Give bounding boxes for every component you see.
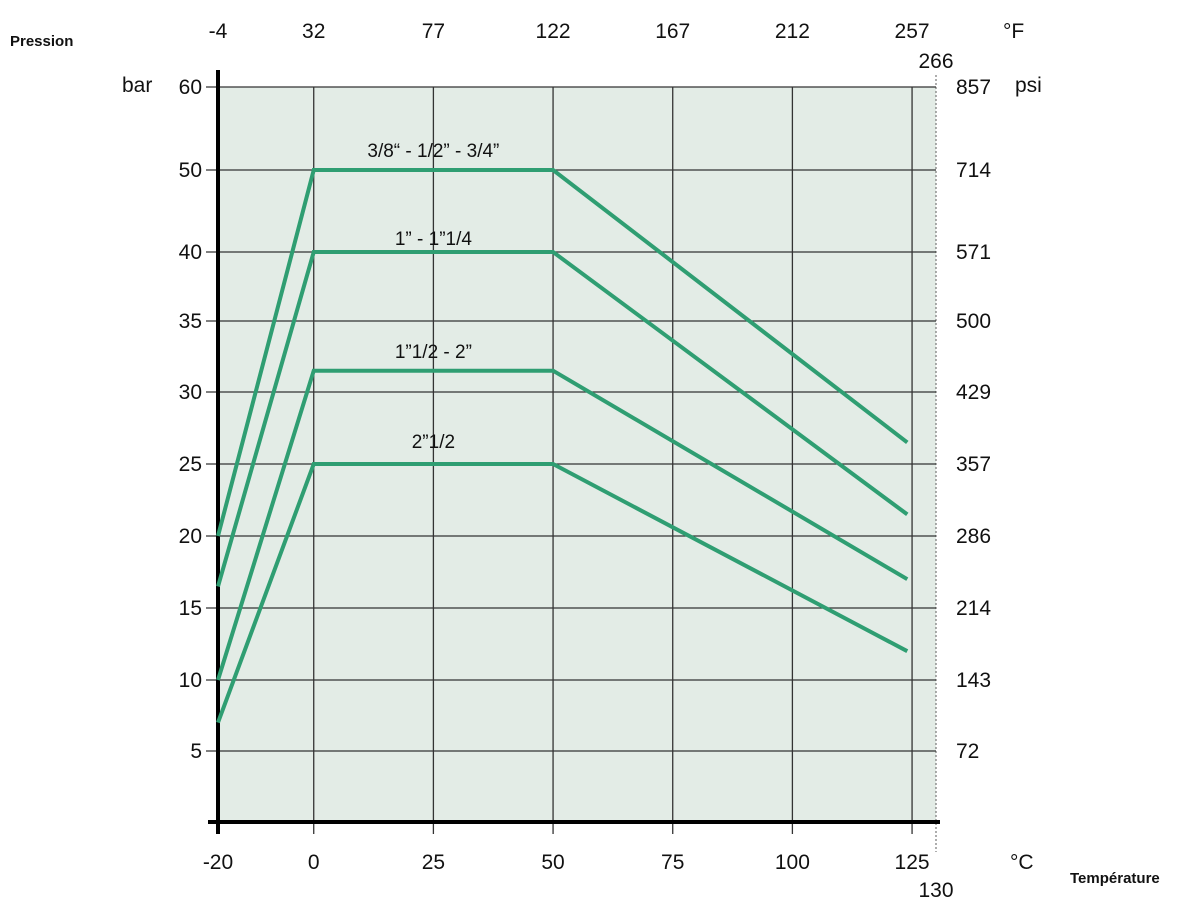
y-tick-label-psi: 500	[956, 310, 991, 333]
x-axis-title: Température	[1070, 870, 1160, 887]
y-tick-label-bar: 20	[179, 525, 202, 548]
x-tick-label-f: 32	[302, 20, 325, 43]
y-tick-label-psi: 429	[956, 381, 991, 404]
x-tick-label-c: 100	[775, 851, 810, 874]
x-end-label-c: 130	[918, 879, 953, 902]
x-tick-label-c: -20	[203, 851, 233, 874]
y-tick-label-bar: 10	[179, 669, 202, 692]
y-tick-label-psi: 714	[956, 159, 991, 182]
series-line	[216, 168, 909, 537]
y-tick-label-bar: 15	[179, 597, 202, 620]
series-line	[216, 250, 909, 587]
y-unit-left: bar	[122, 74, 152, 97]
x-tick-label-f: 77	[422, 20, 445, 43]
y-tick-label-bar: 60	[179, 76, 202, 99]
x-unit-bottom: °C	[1010, 851, 1034, 874]
series-label: 1” - 1”1/4	[395, 229, 473, 250]
x-end-label-f: 266	[918, 50, 953, 73]
y-tick-label-psi: 214	[956, 597, 991, 620]
y-tick-label-bar: 50	[179, 159, 202, 182]
x-tick-label-c: 125	[895, 851, 930, 874]
y-tick-label-bar: 5	[190, 740, 202, 763]
x-tick-label-f: 212	[775, 20, 810, 43]
x-tick-label-c: 0	[308, 851, 320, 874]
y-tick-label-bar: 30	[179, 381, 202, 404]
x-tick-label-c: 25	[422, 851, 445, 874]
series-label: 3/8“ - 1/2” - 3/4”	[367, 141, 499, 162]
y-axis-title: Pression	[10, 33, 73, 50]
chart-text: Pression Température bar psi °C °F -20 -4…	[10, 20, 1160, 902]
series-label: 2”1/2	[412, 432, 455, 453]
y-unit-right: psi	[1015, 74, 1042, 97]
x-tick-label-f: 167	[655, 20, 690, 43]
axes	[208, 70, 940, 834]
y-tick-label-psi: 72	[956, 740, 979, 763]
y-tick-label-psi: 571	[956, 241, 991, 264]
y-tick-label-bar: 35	[179, 310, 202, 333]
series-line	[216, 368, 909, 681]
x-tick-label-f: 257	[895, 20, 930, 43]
x-tick-label-f: 122	[536, 20, 571, 43]
x-tick-label-c: 75	[661, 851, 684, 874]
plot-area	[218, 87, 936, 822]
series-lines	[216, 168, 909, 724]
y-tick-label-psi: 357	[956, 453, 991, 476]
y-tick-label-bar: 25	[179, 453, 202, 476]
series-line	[216, 462, 909, 724]
y-tick-label-psi: 143	[956, 669, 991, 692]
y-tick-label-bar: 40	[179, 241, 202, 264]
x-unit-top: °F	[1003, 20, 1024, 43]
y-tick-label-psi: 857	[956, 76, 991, 99]
y-tick-label-psi: 286	[956, 525, 991, 548]
x-tick-label-f: -4	[209, 20, 228, 43]
x-tick-label-c: 50	[541, 851, 564, 874]
series-label: 1”1/2 - 2”	[395, 342, 472, 363]
